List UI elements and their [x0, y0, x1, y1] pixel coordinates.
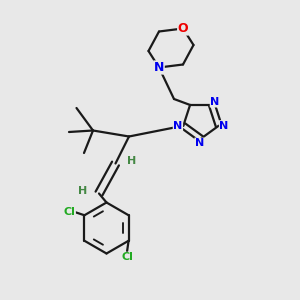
Text: Cl: Cl: [121, 252, 133, 262]
Text: N: N: [195, 138, 204, 148]
Text: O: O: [178, 22, 188, 35]
Text: N: N: [173, 121, 182, 131]
Text: N: N: [220, 121, 229, 131]
Text: Cl: Cl: [64, 207, 75, 217]
Text: N: N: [210, 97, 220, 107]
Text: H: H: [128, 155, 136, 166]
Text: H: H: [78, 185, 87, 196]
Text: N: N: [154, 61, 164, 74]
